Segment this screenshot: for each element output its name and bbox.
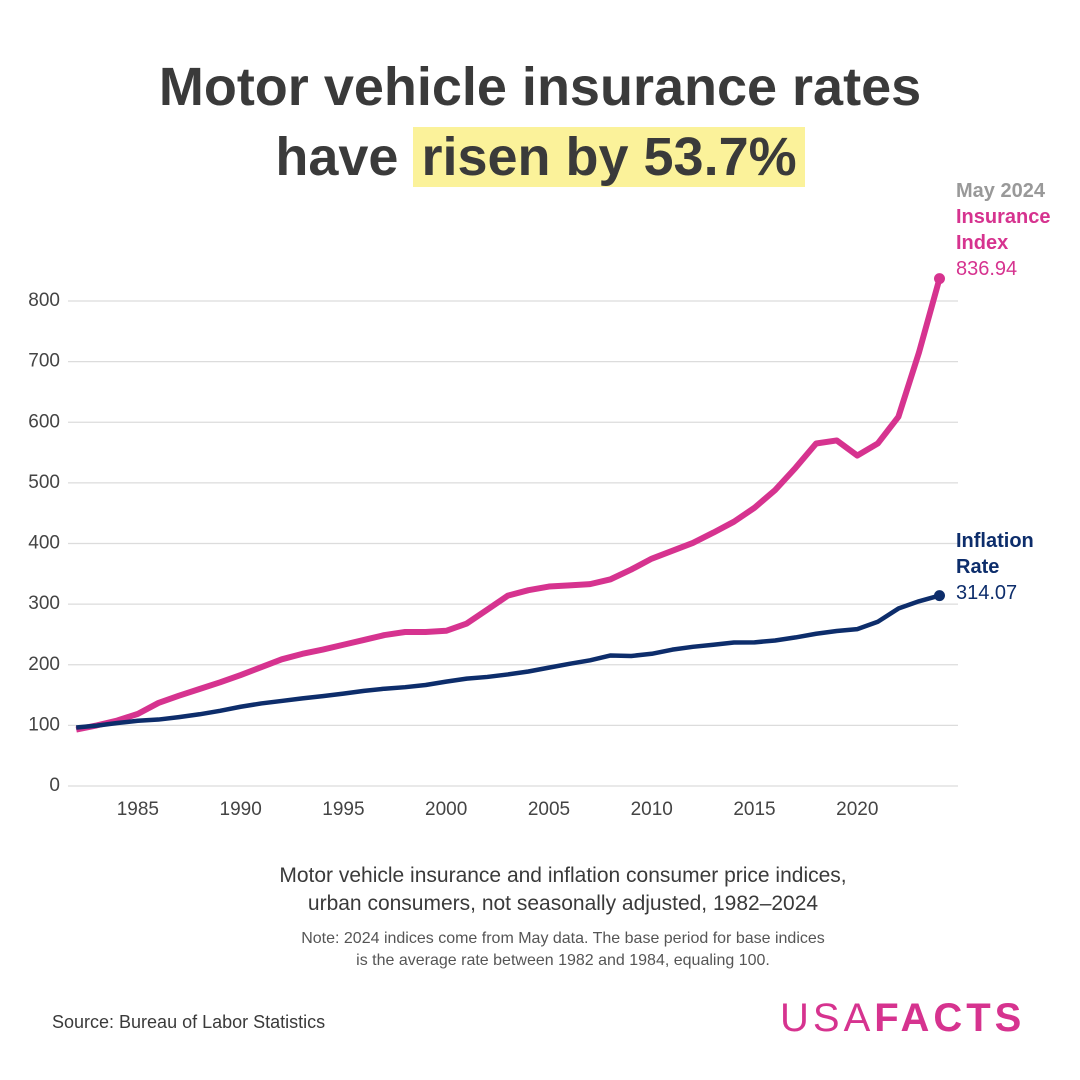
x-tick-label: 2005	[528, 799, 570, 820]
y-tick-label: 0	[49, 775, 60, 796]
subtitle-line: urban consumers, not seasonally adjusted…	[307, 892, 819, 915]
logo-part: USA	[780, 996, 875, 1040]
series-name: Insurance Index	[956, 206, 1051, 254]
note-line: is the average rate between 1982 and 198…	[356, 952, 770, 969]
end-label: May 2024 Insurance Index 836.94	[956, 178, 1080, 282]
end-dot	[934, 273, 946, 285]
y-tick-label: 800	[28, 290, 60, 311]
title-prefix: have	[275, 127, 399, 187]
y-tick-label: 400	[28, 533, 60, 554]
title: Motor vehicle insurance rates have risen…	[0, 52, 1080, 192]
end-value: 836.94	[956, 258, 1018, 280]
y-tick-label: 300	[28, 593, 60, 614]
x-tick-label: 1990	[220, 799, 262, 820]
end-date: May 2024	[956, 180, 1045, 202]
subtitle: Motor vehicle insurance and inflation co…	[0, 862, 1080, 918]
y-tick-label: 200	[28, 654, 60, 675]
title-highlight: risen by 53.7%	[413, 127, 805, 187]
end-value: 314.07	[956, 582, 1018, 604]
logo-part: FACTS	[874, 996, 1026, 1040]
series-name: Inflation Rate	[956, 530, 1034, 578]
y-tick-label: 600	[28, 411, 60, 432]
end-label: Inflation Rate 314.07	[956, 528, 1080, 606]
y-tick-label: 500	[28, 472, 60, 493]
source: Source: Bureau of Labor Statistics	[52, 1012, 326, 1032]
series-line	[76, 593, 941, 730]
x-tick-label: 2000	[425, 799, 467, 820]
title-line: Motor vehicle insurance rates	[158, 57, 922, 117]
x-tick-label: 2020	[836, 799, 878, 820]
x-tick-label: 1995	[322, 799, 364, 820]
series-line	[75, 277, 943, 733]
y-tick-label: 700	[28, 351, 60, 372]
x-tick-label: 1985	[117, 799, 159, 820]
x-tick-label: 2015	[733, 799, 775, 820]
title-line: have risen by 53.7%	[0, 122, 1080, 192]
subtitle-line: Motor vehicle insurance and inflation co…	[279, 864, 847, 887]
note: Note: 2024 indices come from May data. T…	[0, 928, 1080, 972]
x-tick-label: 2010	[631, 799, 673, 820]
y-tick-label: 100	[28, 714, 60, 735]
note-line: Note: 2024 indices come from May data. T…	[301, 930, 825, 947]
logo: USAFACTS	[780, 996, 1025, 1041]
end-dot	[934, 590, 946, 602]
